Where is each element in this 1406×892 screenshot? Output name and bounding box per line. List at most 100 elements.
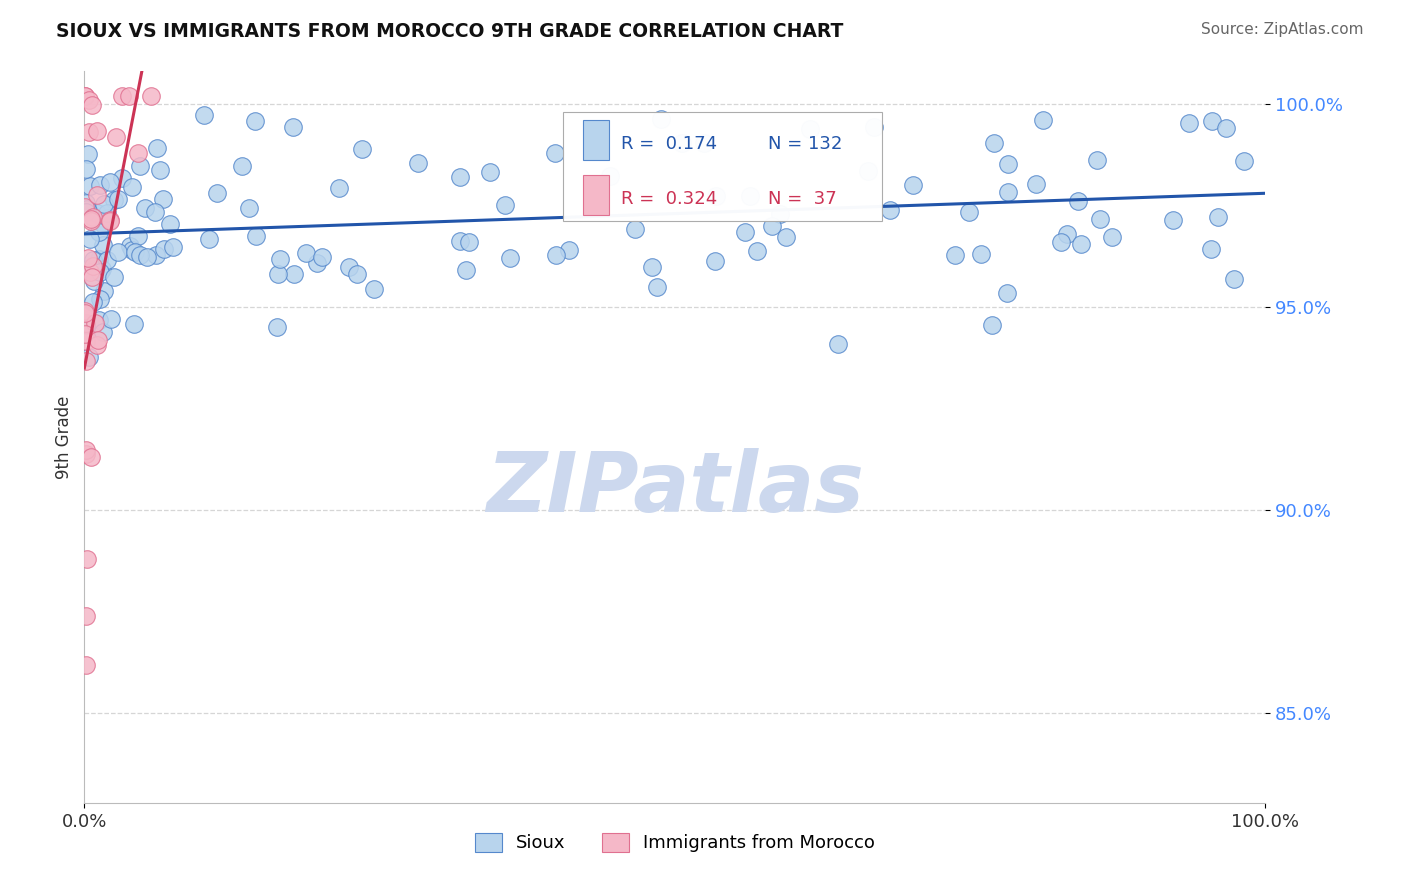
Point — [346, 268, 368, 282]
Point — [73, 88, 96, 103]
Point — [149, 163, 172, 178]
Point — [267, 267, 290, 281]
Point — [704, 189, 727, 203]
Text: R =  0.174: R = 0.174 — [620, 135, 717, 153]
Point — [134, 202, 156, 216]
Point — [761, 219, 783, 233]
Point — [75, 354, 97, 368]
Point — [79, 214, 101, 228]
Point — [863, 120, 886, 134]
Point — [205, 186, 228, 200]
Text: Source: ZipAtlas.com: Source: ZipAtlas.com — [1201, 22, 1364, 37]
Point — [624, 221, 647, 235]
Point — [83, 274, 105, 288]
Point — [100, 312, 122, 326]
Point — [86, 206, 108, 220]
Point — [198, 231, 221, 245]
Point — [1085, 153, 1108, 167]
Point — [1233, 154, 1256, 169]
Point — [827, 337, 849, 351]
Point — [283, 268, 305, 282]
Point — [641, 260, 664, 274]
Point — [82, 97, 104, 112]
Point — [75, 304, 97, 318]
Point — [89, 292, 111, 306]
Point — [738, 188, 761, 202]
Point — [82, 252, 104, 267]
Point — [107, 245, 129, 260]
Point — [79, 350, 101, 364]
Point — [76, 202, 98, 216]
FancyBboxPatch shape — [582, 175, 609, 215]
Point — [269, 252, 291, 267]
Point — [1067, 194, 1090, 208]
Point — [82, 270, 104, 285]
Point — [93, 219, 115, 233]
Point — [1032, 112, 1054, 127]
Point — [238, 201, 260, 215]
Point — [693, 136, 716, 151]
Point — [479, 164, 502, 178]
Point — [981, 318, 1004, 333]
Text: N = 132: N = 132 — [768, 135, 842, 153]
Point — [494, 198, 516, 212]
Point — [295, 246, 318, 260]
Point — [76, 147, 98, 161]
Point — [127, 146, 149, 161]
Point — [73, 326, 96, 341]
Point — [159, 217, 181, 231]
Point — [107, 192, 129, 206]
Text: N =  37: N = 37 — [768, 190, 837, 208]
Point — [141, 88, 163, 103]
Point — [83, 317, 105, 331]
Point — [91, 237, 114, 252]
Point — [231, 159, 253, 173]
Point — [96, 206, 118, 220]
Point — [84, 258, 107, 272]
Point — [546, 248, 568, 262]
Point — [75, 161, 97, 176]
Text: ZIPatlas: ZIPatlas — [486, 448, 863, 529]
Point — [128, 159, 150, 173]
Point — [449, 169, 471, 184]
Point — [103, 269, 125, 284]
Point — [111, 171, 134, 186]
Point — [337, 260, 360, 275]
Point — [775, 230, 797, 244]
Point — [1101, 229, 1123, 244]
Point — [1215, 121, 1237, 136]
Point — [997, 185, 1019, 199]
Point — [1050, 235, 1073, 249]
Point — [77, 93, 100, 107]
Point — [87, 225, 110, 239]
Point — [77, 125, 100, 139]
FancyBboxPatch shape — [582, 120, 609, 160]
Point — [970, 247, 993, 261]
Point — [305, 256, 328, 270]
Point — [245, 229, 267, 244]
Point — [146, 141, 169, 155]
Point — [93, 284, 115, 298]
Point — [73, 306, 96, 320]
Point — [86, 338, 108, 352]
Point — [75, 317, 97, 331]
Point — [77, 251, 100, 265]
Point — [93, 196, 115, 211]
Point — [1090, 211, 1112, 226]
Point — [135, 250, 157, 264]
Point — [118, 88, 141, 103]
Point — [111, 88, 134, 103]
Point — [456, 262, 478, 277]
Point — [82, 259, 104, 273]
Point — [75, 447, 97, 461]
Point — [1070, 237, 1092, 252]
Point — [122, 318, 145, 332]
Point — [86, 334, 108, 348]
Point — [983, 136, 1005, 151]
Point — [75, 200, 97, 214]
Point — [1161, 212, 1184, 227]
Point — [162, 240, 184, 254]
Point — [86, 124, 108, 138]
Point — [1223, 271, 1246, 285]
Point — [243, 114, 266, 128]
